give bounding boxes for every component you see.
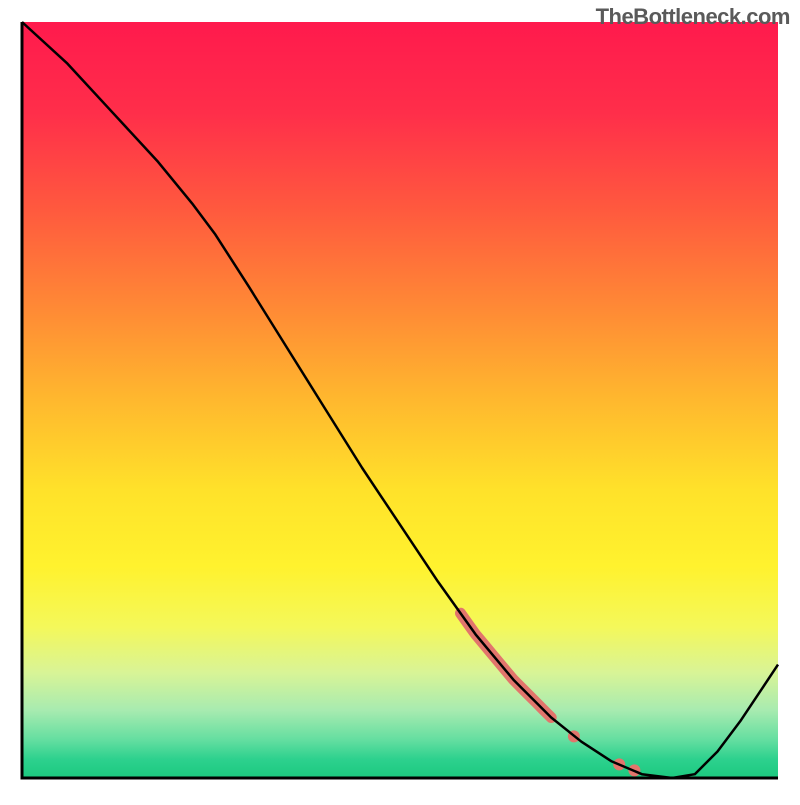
watermark-text: TheBottleneck.com bbox=[596, 4, 790, 30]
chart-container: TheBottleneck.com bbox=[0, 0, 800, 800]
plot-background bbox=[22, 22, 778, 778]
chart-svg bbox=[0, 0, 800, 800]
